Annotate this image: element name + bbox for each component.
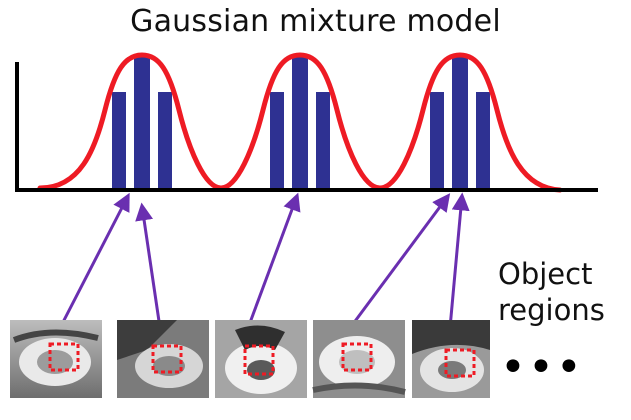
bar xyxy=(134,55,150,190)
object-region-thumbnail xyxy=(117,320,209,398)
bar xyxy=(270,92,284,190)
arrow xyxy=(135,202,162,329)
object-region-thumbnail xyxy=(10,320,102,398)
histogram-bars xyxy=(112,55,490,190)
patch-box xyxy=(151,344,183,374)
object-region-thumbnails xyxy=(10,320,490,398)
object-region-thumbnail xyxy=(215,320,307,398)
bar xyxy=(292,55,308,190)
assignment-arrows xyxy=(58,192,470,329)
object-region-thumbnail xyxy=(312,320,406,398)
diagram-title: Gaussian mixture model xyxy=(130,4,501,39)
bar xyxy=(452,55,468,190)
bar xyxy=(476,92,490,190)
object-regions-line2: regions xyxy=(498,293,605,327)
object-regions-label: Object regions xyxy=(498,256,605,328)
patch-box xyxy=(243,344,275,376)
gaussian-mixture-curve xyxy=(37,52,563,193)
arrow xyxy=(348,193,451,329)
bar xyxy=(158,92,172,190)
patch-box xyxy=(444,348,476,378)
bar xyxy=(112,92,126,190)
continuation-dots: ••• xyxy=(500,342,584,393)
patch-box xyxy=(341,342,373,372)
bar xyxy=(430,92,444,190)
arrow xyxy=(58,192,130,329)
arrow xyxy=(448,192,470,329)
object-regions-line1: Object xyxy=(498,257,593,291)
bar xyxy=(316,92,330,190)
patch-box xyxy=(48,342,80,372)
arrow xyxy=(246,192,301,329)
object-region-thumbnail xyxy=(412,320,490,398)
